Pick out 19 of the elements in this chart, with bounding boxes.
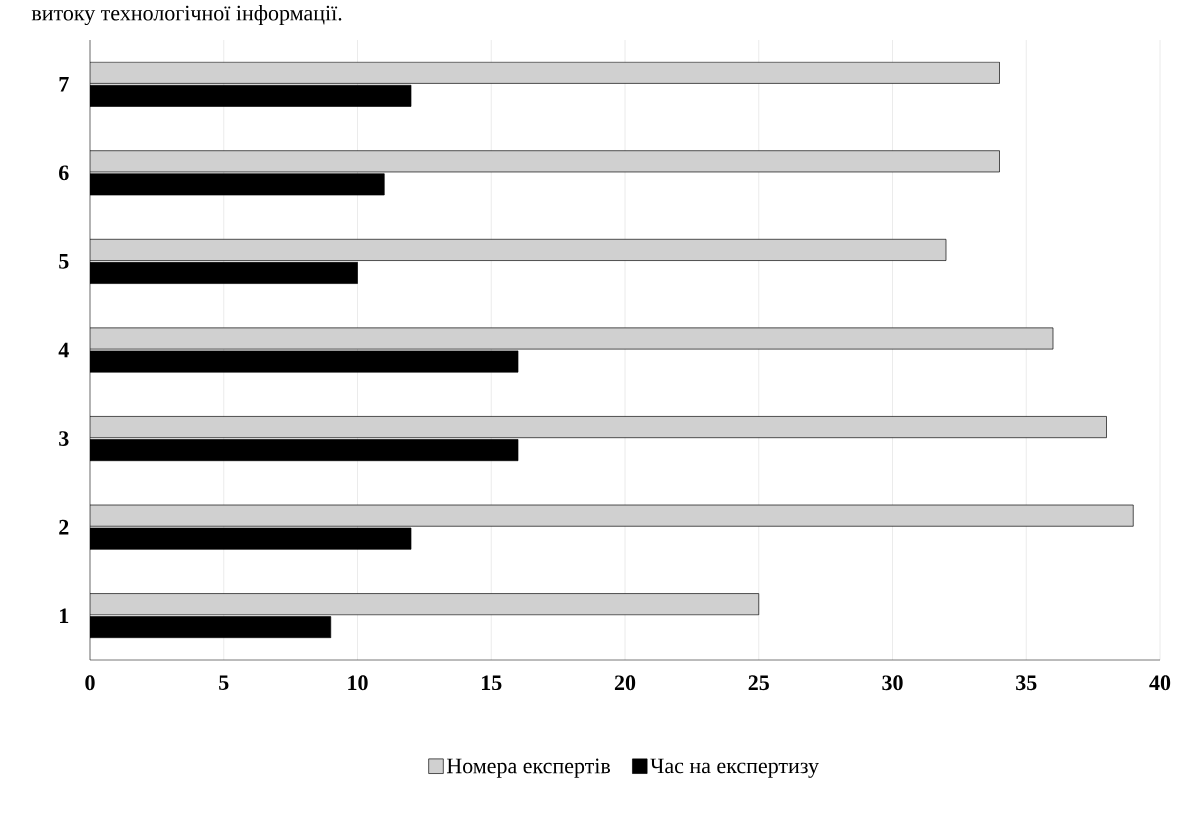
x-tick-label: 10 — [348, 675, 368, 691]
y-tick-label: 2 — [59, 519, 69, 535]
y-tick-label: 6 — [59, 165, 69, 181]
x-tick-label: 15 — [482, 675, 502, 691]
y-tick-label: 3 — [59, 431, 69, 446]
y-tick-label: 7 — [59, 77, 69, 92]
y-tick-label: 5 — [59, 254, 69, 269]
x-tick-label: 30 — [882, 675, 903, 691]
y-tick-label: 1 — [60, 608, 69, 623]
x-tick-label: 40 — [1149, 675, 1171, 691]
legend-label: Час на експертизу — [650, 758, 819, 778]
x-tick-label: 0 — [85, 675, 95, 691]
text: витоку технологічної інформації. — [31, 5, 342, 26]
x-tick-label: 5 — [219, 675, 229, 690]
legend-label: Номера експертів — [446, 758, 611, 778]
y-tick-label: 4 — [58, 342, 69, 358]
x-tick-label: 20 — [614, 675, 636, 691]
x-tick-label: 35 — [1016, 675, 1037, 691]
x-tick-label: 25 — [748, 675, 769, 691]
